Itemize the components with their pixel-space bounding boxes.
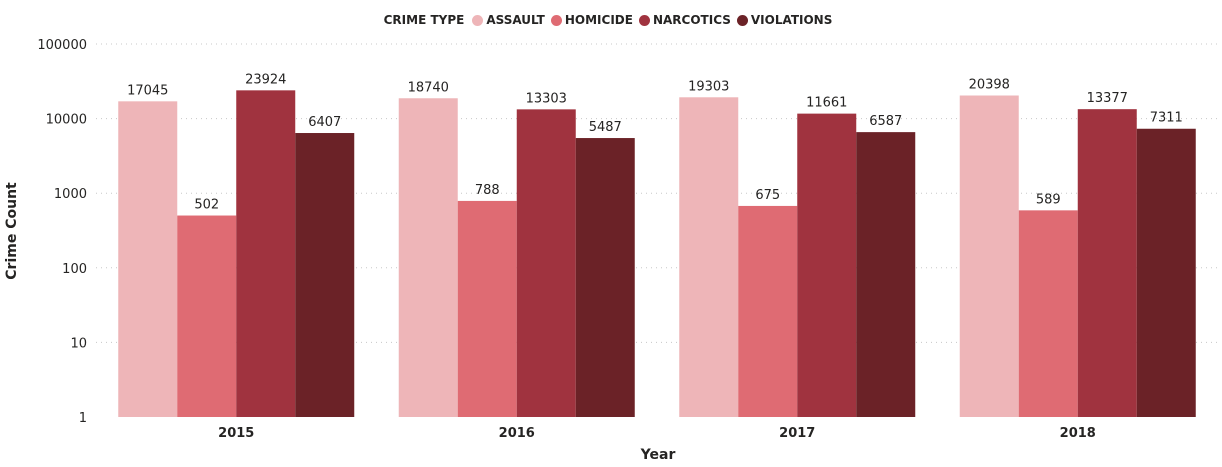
y-tick-label: 100000 xyxy=(37,38,87,53)
x-tick-label: 2016 xyxy=(499,426,535,441)
legend-swatch-assault xyxy=(472,14,484,26)
legend-item-homicide[interactable]: HOMICIDE xyxy=(550,13,633,27)
bar-narcotics-2018 xyxy=(1077,109,1137,417)
bar-violations-2015 xyxy=(295,133,355,417)
legend-swatch-homicide xyxy=(550,14,562,26)
legend-item-narcotics[interactable]: NARCOTICS xyxy=(638,13,731,27)
legend-item-assault[interactable]: ASSAULT xyxy=(472,13,545,27)
data-label: 19303 xyxy=(688,79,729,94)
x-tick-label: 2018 xyxy=(1060,426,1096,441)
x-tick-label: 2015 xyxy=(218,426,254,441)
y-tick-label: 1000 xyxy=(54,187,87,202)
data-label: 6587 xyxy=(869,114,902,129)
bar-violations-2017 xyxy=(856,132,916,417)
y-tick-label: 1 xyxy=(79,411,87,426)
bar-homicide-2016 xyxy=(457,200,517,417)
bar-assault-2016 xyxy=(398,98,458,417)
bar-homicide-2017 xyxy=(738,205,798,417)
legend-label-assault: ASSAULT xyxy=(486,13,545,27)
data-label: 675 xyxy=(755,188,780,203)
legend-label-homicide: HOMICIDE xyxy=(564,13,633,27)
bar-narcotics-2016 xyxy=(516,109,576,417)
legend-swatch-narcotics xyxy=(638,14,650,26)
data-label: 18740 xyxy=(408,80,449,95)
data-label: 6407 xyxy=(308,115,341,130)
bar-homicide-2018 xyxy=(1018,210,1078,417)
data-label: 7311 xyxy=(1150,111,1183,126)
data-label: 13303 xyxy=(526,91,567,106)
bar-narcotics-2017 xyxy=(797,113,857,417)
legend-item-violations[interactable]: VIOLATIONS xyxy=(736,13,833,27)
legend-title: CRIME TYPE xyxy=(383,13,465,27)
legend-label-violations: VIOLATIONS xyxy=(750,13,833,27)
bar-violations-2016 xyxy=(575,138,635,418)
data-label: 13377 xyxy=(1087,91,1128,106)
data-label: 20398 xyxy=(969,78,1010,93)
bar-violations-2018 xyxy=(1136,128,1196,418)
bar-assault-2017 xyxy=(679,97,739,417)
bar-narcotics-2015 xyxy=(236,90,296,418)
x-tick-label: 2017 xyxy=(779,426,815,441)
data-label: 788 xyxy=(475,183,500,198)
y-tick-label: 10000 xyxy=(46,113,87,128)
data-label: 589 xyxy=(1036,192,1061,207)
bar-assault-2018 xyxy=(959,95,1019,418)
legend: CRIME TYPE ASSAULT HOMICIDE NARCOTICS VI… xyxy=(0,10,1222,30)
bar-homicide-2015 xyxy=(177,215,237,417)
data-label: 502 xyxy=(194,198,219,213)
x-axis-title: Year xyxy=(640,447,676,463)
data-label: 5487 xyxy=(589,120,622,135)
bar-assault-2015 xyxy=(118,101,178,417)
y-tick-label: 100 xyxy=(62,262,87,277)
y-tick-label: 10 xyxy=(70,336,87,351)
data-label: 11661 xyxy=(806,96,847,111)
legend-swatch-violations xyxy=(736,14,748,26)
data-label: 23924 xyxy=(245,72,286,87)
data-label: 17045 xyxy=(127,83,168,98)
legend-label-narcotics: NARCOTICS xyxy=(652,13,731,27)
